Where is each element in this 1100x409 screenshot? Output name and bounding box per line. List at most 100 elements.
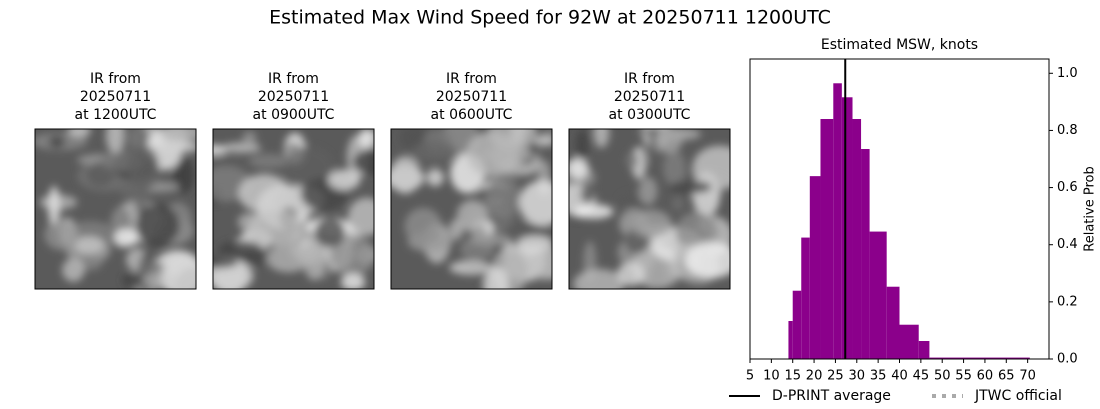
ir-cloud <box>327 169 361 191</box>
x-tick-label: 25 <box>827 369 844 384</box>
ir-cloud <box>617 262 646 286</box>
panel-caption: IR from <box>268 71 319 87</box>
ir-image <box>391 129 552 289</box>
x-tick-label: 20 <box>806 369 823 384</box>
ir-cloud <box>671 196 684 211</box>
panel-caption: 20250711 <box>614 89 685 105</box>
y-tick-label: 0.6 <box>1057 180 1078 195</box>
x-tick-label: 35 <box>870 369 887 384</box>
ir-cloud <box>152 140 196 154</box>
ir-cloud <box>483 266 509 289</box>
ir-cloud <box>127 145 160 191</box>
bar <box>820 119 834 359</box>
legend-label: D-PRINT average <box>772 388 891 404</box>
ir-cloud <box>638 176 658 205</box>
ir-clouds <box>213 129 374 289</box>
panel-caption: IR from <box>624 71 675 87</box>
ir-frame <box>568 128 731 290</box>
y-axis-label: Relative Prob <box>1083 166 1098 251</box>
ir-cloud <box>218 240 264 260</box>
ir-cloud <box>135 203 180 247</box>
ir-cloud <box>303 237 326 281</box>
x-tick-label: 50 <box>934 369 951 384</box>
page-title: Estimated Max Wind Speed for 92W at 2025… <box>269 7 831 29</box>
ir-cloud <box>347 197 374 236</box>
ir-frame <box>212 128 375 290</box>
panel-caption: 20250711 <box>258 89 329 105</box>
ir-cloud <box>573 268 625 289</box>
x-tick-label: 55 <box>955 369 972 384</box>
ir-cloud <box>662 150 686 187</box>
bar <box>809 176 821 359</box>
bar <box>886 286 900 359</box>
ir-cloud <box>157 129 196 141</box>
ir-cloud <box>456 199 488 233</box>
ir-cloud <box>684 241 730 279</box>
ir-cloud <box>575 129 589 161</box>
x-tick-label: 45 <box>913 369 930 384</box>
ir-cloud <box>481 146 533 163</box>
bar <box>918 341 930 359</box>
panel-caption: IR from <box>90 71 141 87</box>
panel-caption: at 0900UTC <box>253 107 335 123</box>
y-tick-label: 0.4 <box>1057 237 1078 252</box>
panel-caption: at 1200UTC <box>75 107 157 123</box>
ir-cloud <box>314 217 346 248</box>
ir-clouds <box>35 129 196 289</box>
ir-cloud <box>412 141 458 163</box>
ir-cloud <box>631 209 672 238</box>
bar <box>852 119 862 359</box>
ir-image <box>35 129 196 289</box>
bar <box>861 149 870 359</box>
x-tick-label: 60 <box>977 369 994 384</box>
ir-cloud <box>486 173 520 220</box>
bar <box>788 321 793 359</box>
ir-cloud <box>213 256 239 269</box>
ir-image <box>569 129 730 289</box>
ir-cloud <box>352 149 374 175</box>
ir-cloud <box>534 134 552 147</box>
ir-cloud <box>619 192 644 209</box>
ir-cloud <box>73 236 105 254</box>
ir-cloud <box>675 212 718 252</box>
bar <box>792 290 802 359</box>
ir-cloud <box>106 129 124 156</box>
legend-label: JTWC official <box>974 388 1062 404</box>
ir-image <box>213 129 374 289</box>
ir-cloud <box>518 180 552 226</box>
ir-cloud <box>404 207 442 245</box>
ir-clouds <box>569 129 730 289</box>
chart-title: Estimated MSW, knots <box>821 37 978 53</box>
ir-cloud <box>48 135 66 149</box>
x-tick-label: 10 <box>763 369 780 384</box>
ir-cloud <box>426 168 444 187</box>
y-tick-label: 0.2 <box>1057 294 1078 309</box>
ir-cloud <box>114 228 138 247</box>
y-tick-label: 0.8 <box>1057 123 1078 138</box>
ir-cloud <box>67 129 91 138</box>
bar <box>929 357 1030 359</box>
ir-cloud <box>172 157 194 194</box>
ir-cloud <box>238 174 291 213</box>
x-tick-label: 65 <box>998 369 1015 384</box>
ir-cloud <box>449 260 492 275</box>
panel-caption: at 0300UTC <box>609 107 691 123</box>
ir-frame <box>390 128 553 290</box>
ir-cloud <box>471 226 489 243</box>
bar <box>801 237 810 359</box>
ir-cloud <box>692 145 730 189</box>
ir-cloud <box>527 249 552 280</box>
ir-cloud <box>569 156 589 180</box>
ir-cloud <box>242 131 257 145</box>
ir-cloud <box>248 153 289 169</box>
ir-cloud <box>448 219 464 240</box>
ir-cloud <box>285 142 301 155</box>
ir-cloud <box>330 234 374 277</box>
ir-cloud <box>122 272 143 288</box>
x-tick-label: 30 <box>849 369 866 384</box>
ir-cloud <box>654 129 683 154</box>
y-tick-label: 0.0 <box>1057 352 1078 367</box>
ir-cloud <box>391 156 421 194</box>
ir-cloud <box>282 146 334 186</box>
